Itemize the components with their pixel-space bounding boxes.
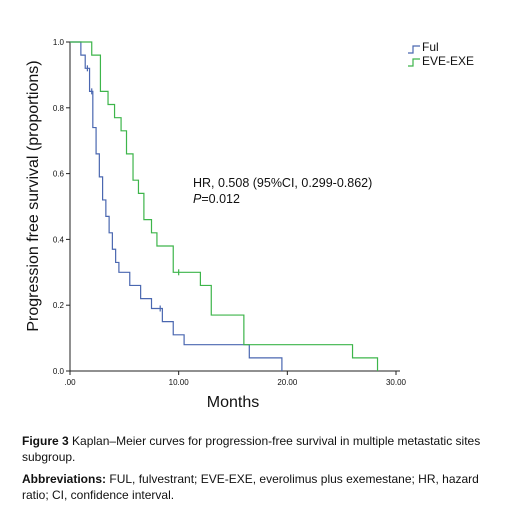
legend-item-eve-exe: EVE-EXE [408,54,474,68]
x-tick-label: 10.00 [169,378,190,387]
y-tick-label: 0.6 [53,170,65,179]
y-tick-label: 0.8 [53,104,65,113]
km-chart: 0.0 0.2 0.4 0.6 0.8 1.0 .00 10.00 20.00 30.00 Pro… [25,38,474,411]
x-tick-label: .00 [64,378,76,387]
y-tick-label: 1.0 [53,38,65,47]
legend: Ful EVE-EXE [408,40,474,68]
legend-swatch-eve-exe [408,58,420,67]
figure-caption: Figure 3 Kaplan–Meier curves for progres… [22,433,494,503]
p-label: P [193,192,202,206]
legend-label-eve-exe: EVE-EXE [422,54,474,68]
p-value-annotation: P=0.012 [193,192,240,206]
curves-layer [70,41,379,371]
x-tick-label: 20.00 [277,378,298,387]
abbreviations-label: Abbreviations: [22,472,107,486]
y-tick-label: 0.0 [53,367,65,376]
legend-item-ful: Ful [408,40,439,54]
y-tick-label: 0.4 [53,235,65,244]
x-tick-label: 30.00 [386,378,407,387]
legend-label-ful: Ful [422,40,439,54]
km-curve-eve-exe [70,41,379,371]
abbreviations-text: FUL, fulvestrant; EVE-EXE, everolimus pl… [22,472,479,502]
y-axis-title: Progression free survival (proportions) [25,60,42,331]
y-tick-label: 0.2 [53,301,65,310]
x-axis-title: Months [207,394,259,411]
figure-text: Kaplan–Meier curves for progression-free… [22,434,481,464]
ticks-layer: 0.0 0.2 0.4 0.6 0.8 1.0 .00 10.00 20.00 30.00 [53,38,407,387]
figure-caption-line: Figure 3 Kaplan–Meier curves for progres… [22,433,494,465]
p-value: =0.012 [201,192,240,206]
figure-label: Figure 3 [22,434,69,448]
abbreviations-line: Abbreviations: FUL, fulvestrant; EVE-EXE… [22,471,494,503]
legend-swatch-ful [408,45,420,54]
hr-annotation: HR, 0.508 (95%CI, 0.299-0.862) [193,176,372,190]
